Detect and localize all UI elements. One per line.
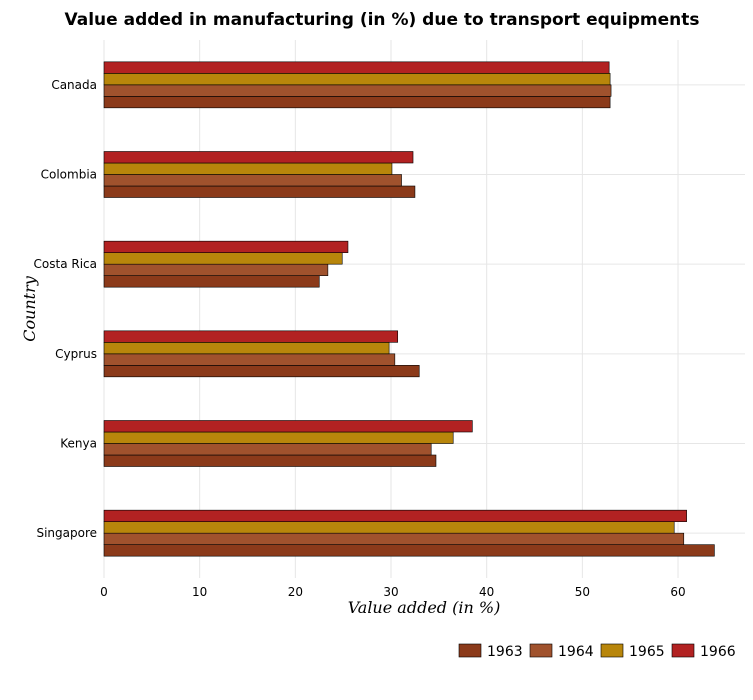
bar-colombia-1966 [103,151,414,164]
bar-singapore-1964 [103,532,685,545]
bar-costa-rica-1964 [103,263,329,276]
legend: 1963 1964 1965 1966 [458,643,736,660]
x-axis-label: Value added (in %) [348,598,501,617]
bar-cyprus-1963 [103,365,420,378]
y-tick-label: Costa Rica [34,257,97,271]
legend-label-1964: 1964 [558,644,594,660]
plot-area [104,40,745,578]
y-tick-label: Colombia [41,168,97,182]
legend-swatch-1965 [600,643,624,658]
x-tick-label: 10 [192,585,207,599]
bar-singapore-1965 [103,521,675,534]
x-tick-label: 30 [383,585,398,599]
bar-cyprus-1965 [103,342,390,355]
legend-label-1965: 1965 [629,644,665,660]
bar-canada-1963 [103,96,611,109]
bars [103,61,715,557]
y-tick-labels: Canada Colombia Costa Rica Cyprus Kenya Singa… [34,78,97,540]
bar-canada-1964 [103,84,612,97]
bar-kenya-1963 [103,454,437,467]
y-tick-label: Cyprus [55,347,97,361]
bar-cyprus-1966 [103,330,399,343]
x-tick-label: 40 [479,585,494,599]
x-tick-label: 50 [575,585,590,599]
bar-costa-rica-1965 [103,252,343,265]
legend-label-1963: 1963 [487,644,523,660]
bar-canada-1965 [103,73,611,86]
legend-swatch-1963 [458,643,482,658]
x-tick-label: 60 [670,585,685,599]
y-tick-label: Singapore [36,526,97,540]
bar-costa-rica-1966 [103,240,349,253]
chart-title: Value added in manufacturing (in %) due … [65,10,700,30]
x-tick-labels: 0 10 20 30 40 50 60 [100,585,685,599]
bar-colombia-1963 [103,185,416,198]
bar-kenya-1964 [103,443,432,456]
bar-kenya-1965 [103,431,454,444]
legend-label-1966: 1966 [700,644,736,660]
bar-kenya-1966 [103,420,473,433]
y-tick-label: Canada [51,78,97,92]
x-tick-label: 20 [288,585,303,599]
x-tick-label: 0 [100,585,108,599]
y-axis-label: Country [20,275,39,342]
bar-costa-rica-1963 [103,275,320,288]
bar-colombia-1964 [103,174,402,187]
legend-swatch-1964 [529,643,553,658]
y-tick-label: Kenya [60,437,97,451]
bar-colombia-1965 [103,162,393,175]
legend-swatch-1966 [671,643,695,658]
bar-singapore-1966 [103,509,687,522]
bar-canada-1966 [103,61,610,74]
bar-singapore-1963 [103,544,715,557]
bar-cyprus-1964 [103,353,396,366]
